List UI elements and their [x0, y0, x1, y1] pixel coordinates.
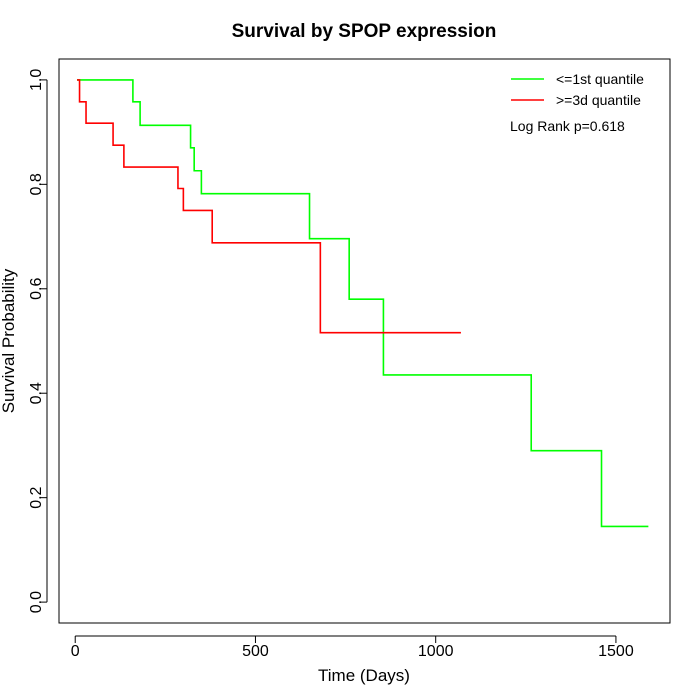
chart-title: Survival by SPOP expression	[232, 21, 497, 42]
plot-frame	[58, 58, 671, 624]
x-axis-label: Time (Days)	[318, 666, 410, 685]
y-tick-label: 1.0	[28, 69, 45, 91]
legend-label: <=1st quantile	[556, 71, 644, 87]
x-axis: 0 500 1000 1500	[71, 635, 634, 660]
series-line-1	[77, 79, 649, 528]
y-axis: 0.0 0.2 0.4 0.6 0.8 1.0	[28, 69, 48, 613]
legend-label: >=3d quantile	[556, 92, 641, 108]
x-tick-label: 0	[71, 643, 80, 660]
x-tick-label: 1000	[418, 643, 454, 660]
y-tick-label: 0.0	[28, 591, 45, 613]
y-tick-label: 0.2	[28, 486, 45, 508]
legend: <=1st quantile >=3d quantile	[511, 71, 644, 108]
series-line-2	[77, 79, 461, 334]
x-tick-label: 1500	[598, 643, 634, 660]
log-rank-annotation: Log Rank p=0.618	[510, 118, 625, 134]
y-tick-label: 0.8	[28, 173, 45, 195]
series-layer	[77, 79, 649, 528]
y-tick-label: 0.6	[28, 278, 45, 300]
y-tick-label: 0.4	[28, 382, 45, 404]
y-axis-label: Survival Probability	[0, 268, 18, 413]
x-tick-label: 500	[242, 643, 269, 660]
